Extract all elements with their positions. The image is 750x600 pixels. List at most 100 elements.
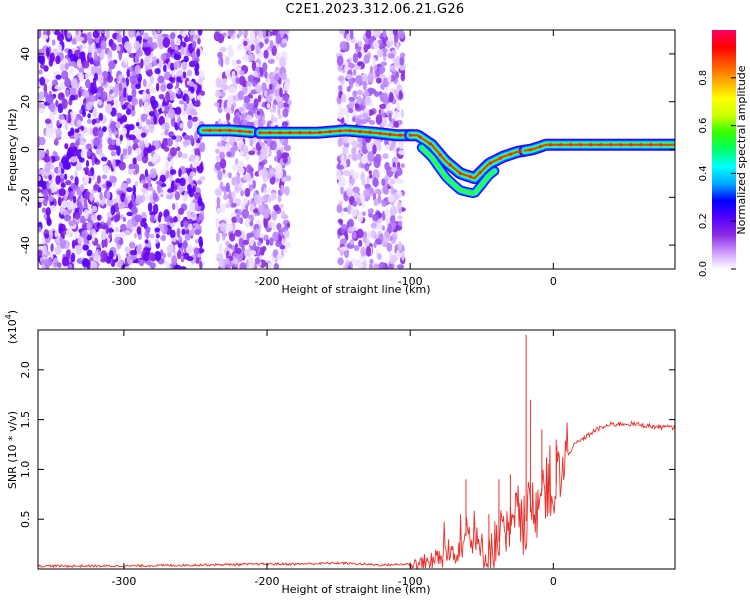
spectrogram-noise-blob: [57, 196, 62, 207]
spectrogram-peak-dot: [558, 143, 563, 147]
spectrogram-noise-blob: [45, 127, 53, 139]
spectrogram-noise-blob: [55, 55, 61, 65]
spectrogram-noise-blob: [134, 180, 139, 187]
spectrogram-noise-blob: [188, 188, 195, 198]
spectrogram-noise-blob: [173, 61, 180, 70]
spectrogram-noise-blob: [336, 55, 344, 66]
spectrogram-noise-blob: [194, 161, 200, 167]
spectrogram-noise-blob: [42, 197, 48, 207]
spectrogram-peak-dot: [298, 131, 302, 135]
spectrogram-noise-blob: [244, 248, 249, 258]
spectrogram-noise-blob: [255, 251, 261, 257]
spectrogram-noise-blob: [100, 230, 107, 240]
spectrogram-noise-blob: [129, 75, 137, 84]
spectrogram-noise-blob: [384, 86, 390, 92]
spectrogram-noise-blob: [169, 229, 176, 239]
spectrogram-noise-blob: [150, 114, 154, 123]
spectrogram-noise-blob: [123, 87, 127, 98]
spectrogram-noise-blob: [147, 123, 155, 134]
spectrogram-y-tick-label: -20: [19, 188, 32, 206]
spectrogram-noise-blob: [38, 193, 45, 203]
spectrogram-noise-blob: [184, 233, 191, 241]
spectrogram-noise-blob: [271, 45, 277, 57]
spectrogram-noise-blob: [277, 114, 283, 120]
spectrogram-noise-blob: [275, 66, 280, 72]
spectrogram-peak-dot: [368, 130, 372, 135]
spectrogram-noise-blob: [100, 40, 107, 51]
spectrogram-noise-blob: [125, 76, 130, 87]
spectrogram-noise-blob: [55, 74, 62, 80]
spectrogram-noise-blob: [96, 128, 104, 139]
spectrogram-noise-blob: [380, 92, 388, 103]
spectrogram-noise-blob: [81, 43, 87, 50]
spectrogram-noise-blob: [388, 91, 394, 103]
spectrogram-noise-blob: [165, 113, 169, 122]
spectrogram-noise-blob: [385, 39, 394, 47]
spectrogram-noise-blob: [192, 40, 197, 49]
spectrogram-noise-blob: [48, 195, 54, 202]
spectrogram-noise-blob: [362, 80, 367, 91]
spectrogram-noise-blob: [263, 187, 267, 194]
spectrogram-noise-blob: [166, 243, 175, 254]
spectrogram-noise-blob: [171, 68, 175, 79]
spectrogram-noise-blob: [224, 107, 230, 113]
spectrogram-noise-blob: [381, 200, 388, 207]
spectrogram-noise-blob: [199, 261, 203, 269]
spectrogram-noise-blob: [189, 30, 196, 36]
spectrogram-noise-blob: [174, 106, 182, 115]
spectrogram-noise-blob: [91, 232, 96, 242]
spectrogram-noise-blob: [90, 214, 97, 222]
spectrogram-noise-blob: [143, 32, 149, 40]
snr-scale-base: (x10: [6, 319, 19, 344]
spectrogram-noise-blob: [215, 217, 219, 227]
spectrogram-noise-blob: [78, 156, 85, 163]
spectrogram-signal-branch: [420, 146, 497, 195]
spectrogram-noise-blob: [239, 70, 245, 76]
spectrogram-noise-blob: [282, 107, 289, 118]
spectrogram-noise-blob: [221, 139, 225, 146]
spectrogram-noise-blob: [126, 211, 133, 217]
spectrogram-noise-blob: [160, 53, 167, 61]
spectrogram-noise-blob: [187, 36, 191, 42]
spectrogram-noise-blob: [110, 205, 116, 216]
spectrogram-peak-dot: [218, 128, 222, 132]
spectrogram-noise-blob: [76, 36, 85, 42]
spectrogram-noise-blob: [378, 261, 386, 269]
spectrogram-noise-blob: [96, 68, 103, 76]
snr-scale-close: ): [6, 310, 19, 314]
spectrogram-noise-blob: [183, 252, 190, 260]
spectrogram-noise-blob: [186, 69, 193, 77]
spectrogram-noise-blob: [64, 122, 69, 131]
spectrogram-noise-blob: [65, 88, 70, 98]
spectrogram-noise-blob: [70, 156, 78, 163]
spectrogram-noise-blob: [70, 252, 76, 263]
spectrogram-noise-blob: [194, 238, 200, 244]
spectrogram-noise-blob: [83, 198, 88, 208]
spectrogram-noise-blob: [224, 257, 230, 265]
spectrogram-noise-blob: [382, 185, 389, 195]
spectrogram-noise-blob: [366, 44, 371, 50]
spectrogram-noise-blob: [227, 94, 234, 105]
spectrogram-noise-blob: [241, 208, 250, 219]
spectrogram-noise-blob: [275, 143, 283, 149]
spectrogram-noise-blob: [131, 97, 138, 106]
spectrogram-noise-blob: [55, 128, 62, 139]
spectrogram-noise-blob: [161, 234, 167, 242]
spectrogram-y-axis-label: Frequency (Hz): [6, 109, 19, 192]
spectrogram-noise-blob: [58, 223, 66, 232]
spectrogram-noise-blob: [103, 96, 108, 102]
snr-y-scale-factor: (x104): [4, 310, 19, 344]
spectrogram-peak-dot: [478, 170, 482, 175]
snr-x-tick-label: -200: [255, 575, 280, 588]
spectrogram-noise-blob: [373, 168, 379, 174]
spectrogram-noise-blob: [160, 131, 165, 136]
spectrogram-noise-blob: [360, 105, 365, 111]
spectrogram-noise-blob: [38, 54, 45, 65]
spectrogram-noise-blob: [341, 93, 347, 103]
spectrogram-noise-blob: [229, 232, 236, 242]
spectrogram-noise-blob: [265, 239, 270, 246]
spectrogram-noise-blob: [86, 249, 93, 257]
spectrogram-noise-blob: [64, 77, 72, 88]
spectrogram-noise-blob: [64, 143, 69, 150]
spectrogram-noise-blob: [59, 205, 64, 215]
